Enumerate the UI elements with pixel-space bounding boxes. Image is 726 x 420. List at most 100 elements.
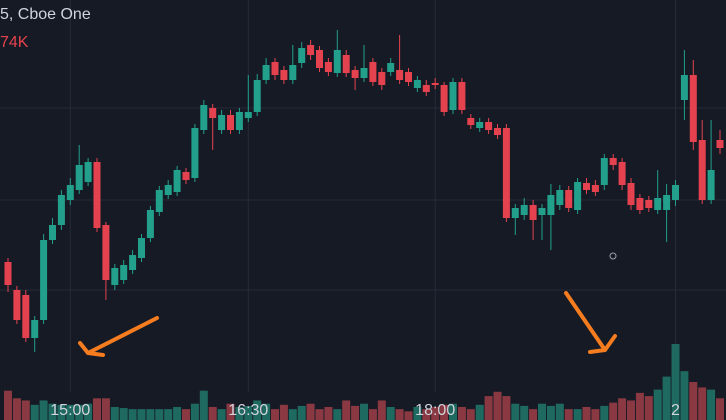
volume-bar xyxy=(493,391,502,420)
candle-body xyxy=(618,162,626,185)
candle-body xyxy=(591,185,599,192)
candle-body xyxy=(244,112,252,118)
candle-body xyxy=(146,210,154,238)
volume-bar xyxy=(57,404,66,420)
volume-bar xyxy=(297,405,306,420)
candle-body xyxy=(476,122,484,128)
volume-bar xyxy=(395,409,404,420)
candle-body xyxy=(609,158,617,165)
candle-body xyxy=(413,80,421,88)
candle-body xyxy=(547,195,555,215)
candle-body xyxy=(520,205,528,215)
candle-body xyxy=(654,198,662,210)
volume-bar xyxy=(235,406,244,420)
volume-bar xyxy=(431,406,440,420)
volume-bar xyxy=(555,403,564,420)
candle-body xyxy=(680,75,688,100)
chart-title: 5, Cboe One xyxy=(0,6,91,23)
volume-bar xyxy=(119,408,128,420)
volume-bar xyxy=(582,406,591,420)
candle-body xyxy=(4,262,12,285)
candle-body xyxy=(431,83,439,85)
volume-bar xyxy=(671,344,680,420)
candle-body xyxy=(556,190,564,205)
candle-body xyxy=(289,65,297,80)
candle-body xyxy=(565,190,573,208)
volume-bar xyxy=(609,402,618,420)
candle-body xyxy=(93,162,101,228)
candle-body xyxy=(102,225,110,280)
candle-body xyxy=(707,170,715,200)
volume-bar xyxy=(315,409,324,420)
candle-body xyxy=(324,62,332,72)
volume-bar xyxy=(4,390,12,420)
candle-body xyxy=(405,72,412,82)
volume-bar xyxy=(128,409,137,420)
volume-bar xyxy=(422,409,431,420)
candle-body xyxy=(458,82,466,110)
volume-bar xyxy=(591,409,600,420)
candle-body xyxy=(280,70,288,80)
candle-body xyxy=(111,268,119,285)
candle-body xyxy=(422,85,430,92)
volume-bar xyxy=(466,409,475,420)
x-tick-label: 2 xyxy=(671,402,680,419)
volume-bar xyxy=(716,398,724,420)
x-tick-label: 15:00 xyxy=(50,402,90,419)
candle-body xyxy=(378,72,386,85)
volume-bar xyxy=(635,392,644,420)
volume-bar xyxy=(680,371,689,420)
volume-bar xyxy=(529,409,538,420)
candle-body xyxy=(57,195,65,225)
grid xyxy=(0,0,726,392)
candle-body xyxy=(49,225,56,240)
candle-body xyxy=(351,70,359,78)
volume-bar xyxy=(199,390,208,420)
candle-body xyxy=(716,140,724,148)
candle-body xyxy=(271,62,279,75)
candle-body xyxy=(449,82,457,110)
candle-body xyxy=(636,198,644,210)
volume-bar xyxy=(217,409,226,420)
volume-bar xyxy=(288,409,297,420)
candle-body xyxy=(494,128,501,135)
candle-body xyxy=(138,238,145,258)
candle-body xyxy=(360,68,368,78)
x-tick-label: 18:00 xyxy=(415,402,455,419)
volume-bar xyxy=(484,396,493,420)
candle-body xyxy=(307,45,315,55)
candle-body xyxy=(387,63,395,72)
candle-body xyxy=(182,172,190,180)
volume-bar xyxy=(689,382,698,420)
annotation-arrow xyxy=(78,316,159,357)
candle-body xyxy=(689,75,697,142)
candle-body xyxy=(218,115,226,130)
volume-bar xyxy=(662,376,671,420)
volume-bar xyxy=(190,403,199,420)
x-tick-label: 16:30 xyxy=(228,402,268,419)
volume-bar xyxy=(653,389,662,420)
volume-bar xyxy=(208,406,217,420)
volume-bar xyxy=(333,409,342,420)
volume-bar xyxy=(110,406,119,420)
candle-body xyxy=(155,190,163,212)
volume-bar xyxy=(368,409,377,420)
volume-bar xyxy=(413,406,422,420)
volume-bar xyxy=(404,411,413,420)
candle-body xyxy=(75,165,83,190)
volume-bar xyxy=(386,406,395,420)
candle-body xyxy=(191,128,199,178)
candle-body xyxy=(66,185,74,200)
candle-body xyxy=(200,105,208,130)
candle-body xyxy=(369,62,377,82)
candle-body xyxy=(583,183,590,190)
volume-bar xyxy=(627,400,635,420)
volume-bar xyxy=(66,404,75,420)
candle-body xyxy=(298,48,306,63)
volume-bar xyxy=(101,398,110,420)
candle-body xyxy=(440,85,448,112)
candle-body xyxy=(209,108,217,118)
marker xyxy=(609,252,617,260)
